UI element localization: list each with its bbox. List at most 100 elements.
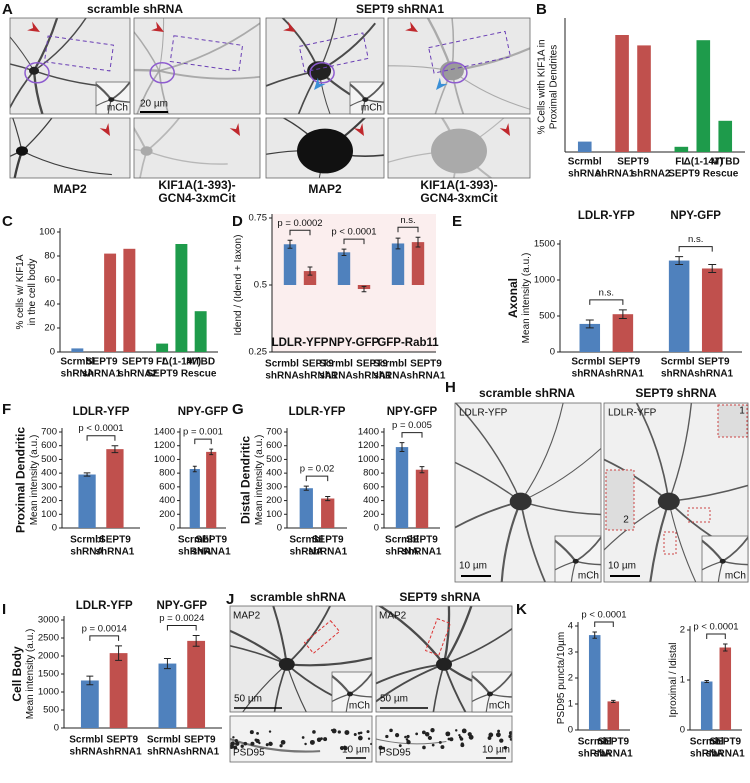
bar: [579, 323, 601, 352]
neurite: [350, 82, 367, 101]
panel-letter: D: [232, 213, 243, 230]
bar: [588, 635, 601, 730]
scale-label: 20 µm: [140, 99, 168, 110]
roi-box: [169, 35, 244, 72]
arrowhead: [405, 21, 418, 32]
y-axis-title: Proximal Dendritic: [13, 427, 27, 533]
category-label: SEPT9: [122, 357, 154, 368]
neurite: [96, 82, 113, 101]
category-group-label: SEPT9 Rescue: [146, 369, 216, 380]
soma: [509, 492, 532, 511]
marker-label: PSD95: [379, 748, 411, 759]
category-label: SEPT9: [709, 737, 741, 748]
puncta: [461, 728, 467, 734]
soma: [278, 657, 295, 671]
caption: KIF1A(1-393)-: [158, 178, 235, 192]
y-tick-label: 1000: [154, 454, 175, 465]
category-label: shRNA: [70, 547, 103, 558]
neurite: [21, 150, 112, 176]
category-label: SEPT9: [698, 357, 730, 368]
y-tick-label: 3000: [38, 615, 59, 626]
soma: [487, 691, 493, 697]
micrograph-frame: [375, 715, 513, 763]
y-tick-label: 1000: [534, 275, 555, 286]
micrograph-frame: [387, 17, 531, 115]
micrograph-frame: [554, 535, 602, 583]
category-label: Scrmbl: [69, 735, 103, 746]
bar: [283, 244, 297, 285]
neurite: [442, 606, 451, 665]
y-axis-label: Iproximal / Idistal: [668, 642, 679, 717]
p-value: p = 0.02: [300, 464, 335, 475]
puncta: [440, 745, 445, 750]
y-tick-label: 400: [363, 495, 379, 506]
micrograph-bg: [134, 18, 260, 114]
error-bar: [192, 465, 197, 473]
y-axis-title: Axonal: [506, 278, 520, 318]
category-label: Δ(1-147): [162, 357, 201, 368]
category-label: shRNA1: [353, 371, 392, 382]
neurite: [426, 18, 453, 72]
error-bar: [111, 445, 119, 454]
roi-box: [663, 531, 677, 555]
y-axis-title: Cell Body: [10, 646, 24, 702]
y-tick-label: 500: [43, 705, 59, 716]
category-label: SEPT9: [356, 359, 388, 370]
category-label: MTBD: [711, 157, 740, 168]
neurite: [376, 663, 445, 685]
panel-letter: K: [516, 601, 527, 618]
error-bar: [163, 658, 171, 670]
neurite: [230, 738, 321, 753]
y-tick-label: 100: [39, 227, 55, 238]
error-bar: [86, 675, 94, 686]
category-label: shRNA1: [299, 371, 338, 382]
y-tick-label: 1000: [38, 687, 59, 698]
puncta: [421, 730, 426, 735]
soma: [297, 128, 353, 174]
category-label: shRNA1: [82, 369, 121, 380]
category-label: FL: [156, 357, 168, 368]
significance-bracket: [86, 435, 116, 441]
puncta: [415, 732, 419, 736]
neurite: [555, 560, 576, 571]
marker-label: LDLR-YFP: [608, 408, 657, 419]
error-bar: [704, 680, 709, 683]
puncta: [394, 733, 400, 738]
y-tick-label: 80: [44, 251, 55, 262]
micrograph: [376, 606, 512, 712]
soma: [572, 558, 579, 564]
neurite: [649, 501, 670, 582]
category-label: Scrmbl: [178, 535, 212, 546]
puncta: [438, 740, 442, 744]
y-tick-label: 0.75: [249, 213, 268, 224]
arrowhead: [229, 123, 240, 136]
group-title: NPY-GFP: [157, 600, 208, 612]
puncta: [316, 737, 322, 743]
bar: [109, 653, 128, 728]
neurite: [134, 68, 160, 72]
group-title: GFP-Rab11: [377, 337, 439, 349]
puncta: [359, 731, 363, 735]
y-tick-label: 300: [41, 481, 57, 492]
category-label: SEPT9: [302, 359, 334, 370]
puncta: [487, 736, 492, 740]
y-axis-label: PSD95 puncta/10µm: [556, 632, 567, 724]
bar: [415, 469, 429, 528]
bar: [123, 248, 136, 352]
y-tick-label: 700: [41, 427, 57, 438]
y-axis-title: Distal Dendritic: [238, 436, 252, 524]
p-value: p = 0.0002: [277, 218, 322, 229]
neurite: [432, 664, 445, 712]
zoom-box: [717, 404, 748, 438]
y-tick-label: 2: [680, 625, 685, 636]
inset-label: mCh: [725, 571, 746, 582]
y-tick-label: 0: [680, 725, 685, 736]
micrograph-frame: [701, 535, 749, 583]
category-label: Scrmbl: [289, 535, 323, 546]
puncta: [468, 734, 474, 740]
y-axis-label: Mean intensity (a.u.): [254, 435, 265, 526]
error-bar: [115, 645, 123, 661]
arrowhead: [99, 123, 110, 136]
category-label: Scrmbl: [571, 357, 605, 368]
y-tick-label: 1500: [534, 239, 555, 250]
